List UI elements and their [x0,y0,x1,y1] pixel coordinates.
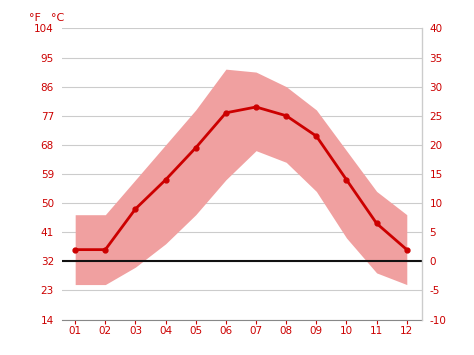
Text: °F: °F [29,12,41,23]
Text: °C: °C [51,12,64,23]
